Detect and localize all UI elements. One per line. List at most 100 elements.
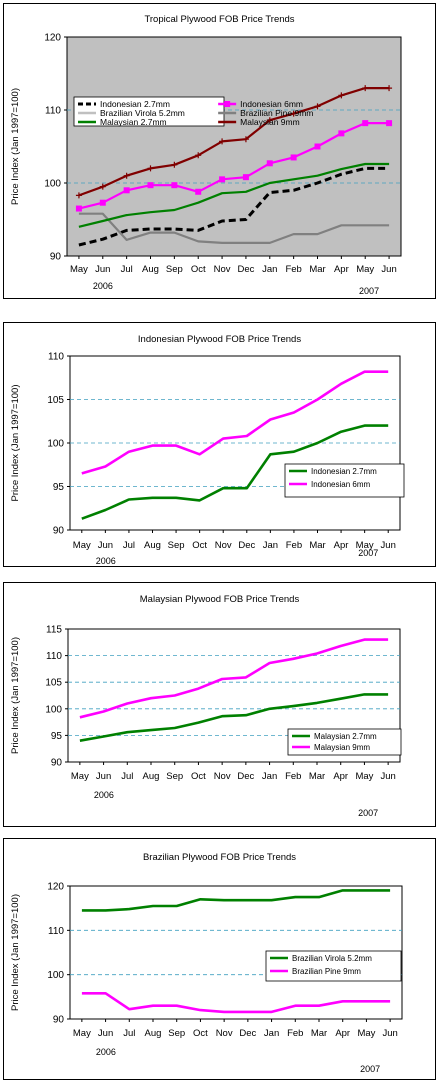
data-point [75,205,82,212]
x-tick-label: May [355,771,373,782]
x-tick-label: Sep [166,771,183,782]
x-tick-label: Jun [98,540,113,551]
y-tick-label: 95 [53,482,65,493]
x-tick-label: Jul [121,771,133,782]
data-point [242,136,249,143]
x-tick-label: Dec [239,1028,256,1039]
x-tick-label: Apr [334,264,349,275]
x-tick-label: Oct [191,264,206,275]
x-tick-label: May [73,1028,91,1039]
legend-box [284,463,405,498]
series-line-0 [78,166,390,247]
y-tick-label: 110 [48,926,64,937]
y-tick-label: 90 [53,1015,65,1026]
x-tick-label: Apr [334,540,349,551]
data-point [171,161,178,168]
x-tick-label: May [356,540,374,551]
legend: Malaysian 2.7mm Malaysian 9mm [287,728,402,756]
x-tick-label: May [71,771,89,782]
x-tick-label: May [70,264,88,275]
data-point [266,117,273,124]
x-tick-label: Oct [192,540,207,551]
chart-tropical: Tropical Plywood FOB Price Trends 90 100 11… [10,14,402,296]
legend-marker [224,101,231,107]
legend-label: Malaysian 2.7mm [314,732,377,741]
legend-label: Malaysian 9mm [240,117,300,127]
series-line-3 [78,212,390,244]
y-tick-label: 100 [45,704,62,715]
x-tick-label: Feb [287,1028,303,1039]
year-label-end: 2007 [358,808,378,818]
x-tick-label: Nov [214,771,231,782]
x-tick-label: May [73,540,91,551]
chart-brazilian: Brazilian Plywood FOB Price Trends 90 100 1… [10,852,403,1074]
y-tick-label: 90 [51,758,63,769]
legend: Indonesian 2.7mm Indonesian 6mmBrazilian … [73,96,313,127]
chart-title: Tropical Plywood FOB Price Trends [144,14,294,25]
series-line-5 [78,86,390,197]
legend-label: Indonesian 2.7mm [311,467,377,476]
x-tick-label: Sep [166,264,183,275]
x-tick-label: Mar [309,771,325,782]
series-line-0 [81,424,389,520]
x-tick-label: Jul [121,264,133,275]
legend: Indonesian 2.7mm Indonesian 6mm [284,463,405,498]
data-point [314,103,321,110]
x-tick-label: Mar [311,1028,327,1039]
data-point [386,85,393,92]
x-tick-label: Nov [214,264,231,275]
x-tick-label: Aug [143,771,160,782]
series-line-1 [79,638,389,719]
chart-title: Indonesian Plywood FOB Price Trends [138,334,301,345]
legend: Brazilian Virola 5.2mm Brazilian Pine 9mm [265,950,402,982]
y-tick-label: 120 [44,33,61,44]
data-point [314,143,321,150]
year-label-end: 2007 [358,548,378,558]
y-tick-label: 105 [45,678,62,689]
x-tick-label: Oct [191,771,206,782]
data-point [75,192,82,199]
chart-malaysian: Malaysian Plywood FOB Price Trends 90 95 10… [10,594,402,818]
legend-label: Brazilian Pine 9mm [292,967,361,976]
year-label-start: 2006 [96,556,116,566]
x-tick-label: Sep [168,540,185,551]
x-tick-label: Jun [96,771,111,782]
x-tick-label: Jan [262,771,277,782]
y-axis-label: Price Index (Jan 1997=100) [10,637,21,754]
legend-label: Indonesian 6mm [311,480,370,489]
data-point [266,160,273,167]
data-point [362,120,369,127]
data-point [147,165,154,172]
x-tick-label: Oct [193,1028,208,1039]
x-tick-label: Dec [237,771,254,782]
chart-panel-malaysian: Malaysian Plywood FOB Price Trends 90 95 10… [3,582,436,827]
legend-label: Indonesian 2.7mm [100,99,170,109]
data-point [362,85,369,92]
data-point [338,92,345,99]
x-tick-label: Nov [215,540,232,551]
y-tick-label: 90 [53,526,65,537]
x-tick-label: Jan [264,1028,279,1039]
y-axis-label: Price Index (Jan 1997=100) [10,88,21,205]
x-tick-label: Jun [381,540,396,551]
y-tick-label: 100 [47,970,64,981]
data-point [195,188,202,195]
x-tick-label: May [357,1028,375,1039]
year-label-start: 2006 [94,790,114,800]
x-tick-label: Jun [95,264,110,275]
series-line-1 [81,992,391,1014]
y-tick-label: 95 [51,731,63,742]
y-tick-label: 90 [50,252,62,263]
x-tick-label: Jun [381,264,396,275]
chart-title: Brazilian Plywood FOB Price Trends [143,852,296,863]
plot-area [66,36,402,257]
data-point [123,187,130,194]
data-point [219,138,226,145]
series-line-0 [79,693,389,742]
y-tick-label: 105 [47,395,64,406]
data-point [99,183,106,190]
y-tick-label: 110 [48,352,64,363]
year-label-start: 2006 [96,1047,116,1057]
year-label-end: 2007 [359,286,379,296]
y-axis-label: Price Index (Jan 1997=100) [10,385,21,502]
